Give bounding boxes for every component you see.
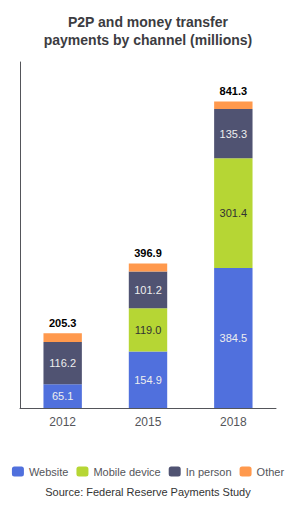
svg-text:301.4: 301.4 xyxy=(220,207,248,219)
svg-text:Website: Website xyxy=(29,466,69,478)
svg-text:Source: Federal Reserve Paymen: Source: Federal Reserve Payments Study xyxy=(45,486,251,498)
svg-text:119.0: 119.0 xyxy=(135,324,162,336)
svg-text:154.9: 154.9 xyxy=(134,374,162,386)
svg-text:135.3: 135.3 xyxy=(220,128,248,140)
svg-text:P2P and money transfer: P2P and money transfer xyxy=(68,14,229,30)
svg-text:2015: 2015 xyxy=(135,415,162,429)
svg-text:Other: Other xyxy=(257,466,285,478)
svg-text:116.2: 116.2 xyxy=(49,357,76,369)
svg-text:Mobile device: Mobile device xyxy=(93,466,160,478)
svg-text:2012: 2012 xyxy=(49,415,76,429)
svg-text:2018: 2018 xyxy=(220,415,247,429)
svg-text:396.9: 396.9 xyxy=(134,247,162,259)
svg-text:205.3: 205.3 xyxy=(49,317,77,329)
svg-text:65.1: 65.1 xyxy=(52,390,73,402)
svg-text:841.3: 841.3 xyxy=(220,85,248,97)
svg-text:384.5: 384.5 xyxy=(220,332,248,344)
svg-text:101.2: 101.2 xyxy=(134,284,162,296)
svg-text:payments by channel (millions): payments by channel (millions) xyxy=(44,32,253,48)
svg-text:In person: In person xyxy=(186,466,232,478)
